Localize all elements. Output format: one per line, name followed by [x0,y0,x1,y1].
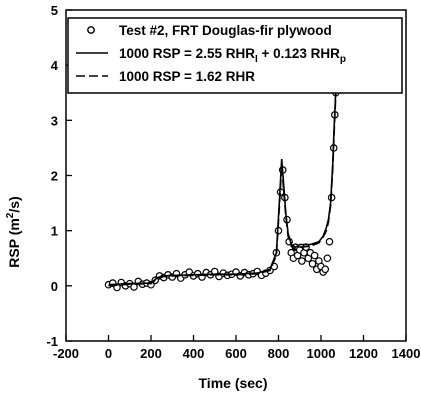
x-tick-label: 600 [225,346,247,361]
x-tick-label: 0 [105,346,112,361]
data-point [325,237,334,246]
x-axis-title: Time (sec) [199,375,268,391]
ticks-layer: -200 0 200 400 600 800 1000 1200 1400 -1 0 1 2 3 4 5 [46,3,420,361]
y-axis-title: RSP (m2/s) [5,196,22,267]
legend-label-fit1: 1000 RSP = 2.55 RHRI + 0.123 RHRp [119,46,346,65]
legend-fit1-sub2: p [340,54,346,65]
data-point [310,251,319,260]
y-tick-label: -1 [46,334,58,349]
y-axis-title-base: RSP (m [6,218,22,268]
y-axis-title-tail: /s) [6,196,22,212]
y-tick-label: 1 [51,224,58,239]
series-layer [104,87,340,292]
data-point [321,265,330,274]
x-tick-label: 1000 [307,346,336,361]
y-tick-label: 3 [51,113,58,128]
series-line-fit2 [108,92,337,287]
y-tick-label: 0 [51,279,58,294]
legend-box [67,17,403,94]
legend-marker-test [87,26,95,34]
legend-fit1-prefix: 1000 RSP = 2.55 RHR [119,46,255,61]
legend-label-fit2: 1000 RSP = 1.62 RHR [119,69,255,84]
y-tick-label: 2 [51,169,58,184]
x-tick-label: 1400 [392,346,421,361]
x-tick-label: -200 [53,346,79,361]
legend-label-test: Test #2, FRT Douglas-fir plywood [119,23,332,38]
y-tick-label: 4 [51,58,59,73]
data-point [308,259,317,268]
legend-fit1-sub1: I [255,54,258,65]
x-tick-label: 1200 [349,346,378,361]
y-axis-title-sup: 2 [5,212,16,218]
x-tick-label: 200 [140,346,162,361]
data-point [298,257,306,265]
y-tick-label: 5 [51,3,58,18]
x-tick-label: 400 [183,346,205,361]
legend-fit1-mid: + 0.123 RHR [258,46,340,61]
data-point [323,254,332,263]
x-tick-label: 800 [268,346,290,361]
legend: Test #2, FRT Douglas-fir plywood 1000 RS… [67,17,403,94]
